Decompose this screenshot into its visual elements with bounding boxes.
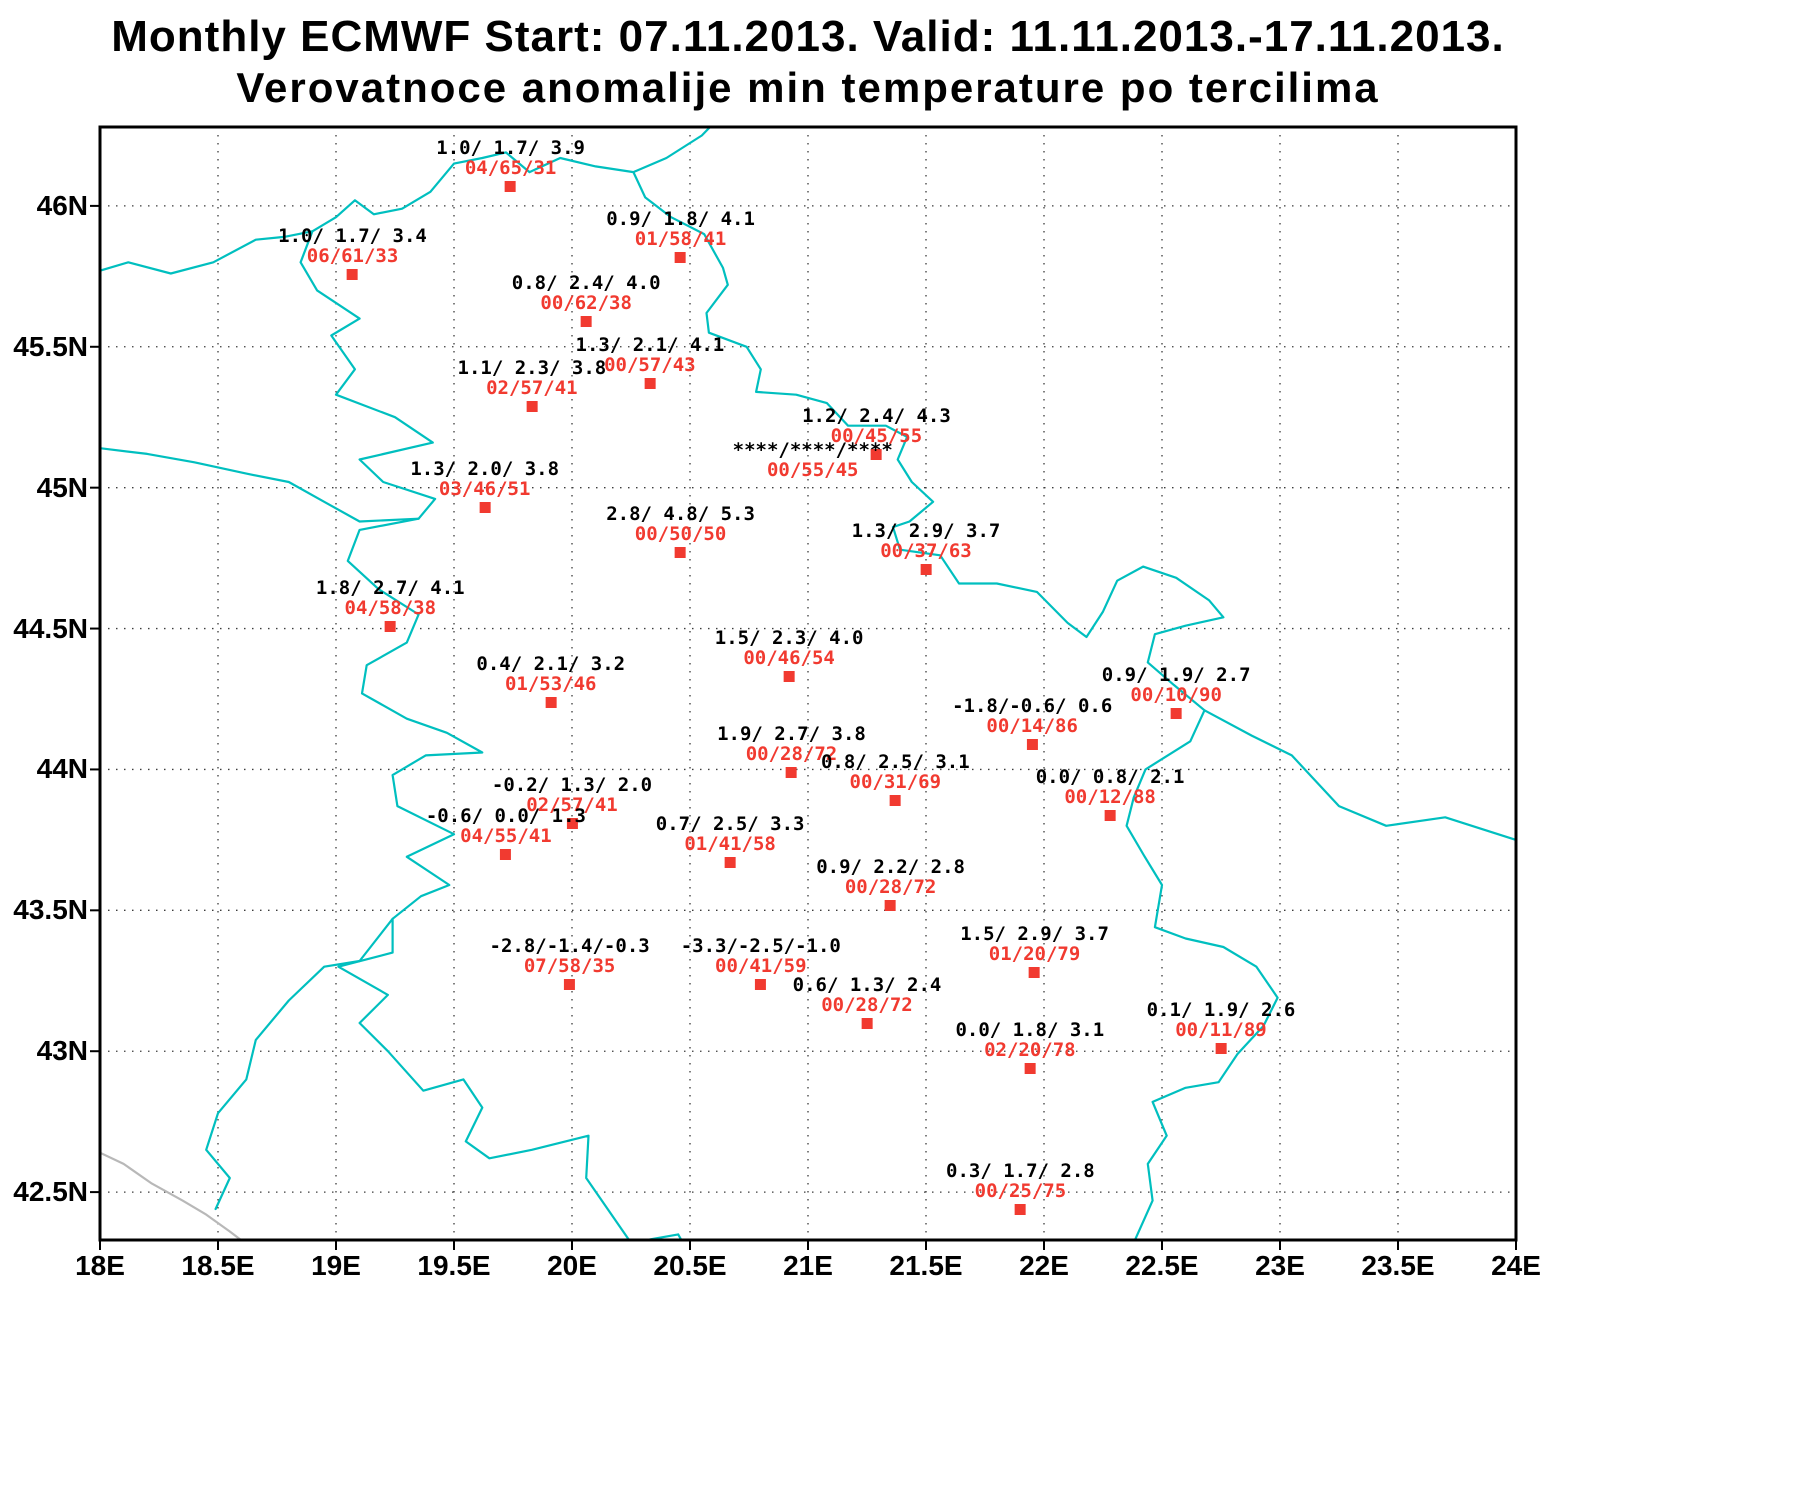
x-tick-label: 20E bbox=[547, 1250, 597, 1281]
x-tick-label: 23E bbox=[1255, 1250, 1305, 1281]
x-tick-label: 24E bbox=[1491, 1250, 1541, 1281]
border-bosnia-montenegro bbox=[205, 917, 394, 1211]
x-tick-label: 21.5E bbox=[889, 1250, 963, 1281]
x-tick-label: 22E bbox=[1019, 1250, 1069, 1281]
y-tick-label: 43N bbox=[36, 1035, 88, 1067]
border-hungary-romania bbox=[632, 127, 712, 174]
map-frame bbox=[98, 125, 1518, 1242]
map-subtitle: Verovatnoce anomalije min temperature po… bbox=[236, 64, 1380, 111]
x-tick-label: 18.5E bbox=[181, 1250, 255, 1281]
y-tick-label: 45.5N bbox=[13, 330, 88, 362]
map-title: Monthly ECMWF Start: 07.11.2013. Valid: … bbox=[111, 12, 1505, 61]
x-tick-label: 19.5E bbox=[417, 1250, 491, 1281]
border-croatia-bosnia bbox=[100, 447, 420, 523]
x-tick-label: 18E bbox=[75, 1250, 125, 1281]
grid-lines bbox=[100, 127, 1516, 1240]
y-tick-label: 42.5N bbox=[13, 1176, 88, 1208]
y-tick-label: 44N bbox=[36, 753, 88, 785]
map-borders bbox=[100, 127, 1516, 1240]
y-tick-label: 43.5N bbox=[13, 894, 88, 926]
border-hungary-croatia bbox=[100, 230, 314, 275]
x-tick-label: 21E bbox=[783, 1250, 833, 1281]
x-tick-label: 22.5E bbox=[1125, 1250, 1199, 1281]
coastline-adriatic bbox=[100, 1151, 243, 1240]
x-tick-label: 23.5E bbox=[1361, 1250, 1435, 1281]
border-serbia-outline bbox=[299, 151, 1279, 1240]
border-romania-bulgaria bbox=[1203, 709, 1516, 842]
y-tick-label: 44.5N bbox=[13, 612, 88, 644]
y-tick-label: 45N bbox=[36, 471, 88, 503]
x-tick-label: 20.5E bbox=[653, 1250, 727, 1281]
x-tick-label: 19E bbox=[311, 1250, 361, 1281]
axis-ticks bbox=[90, 204, 1517, 1250]
y-tick-label: 46N bbox=[36, 189, 88, 221]
